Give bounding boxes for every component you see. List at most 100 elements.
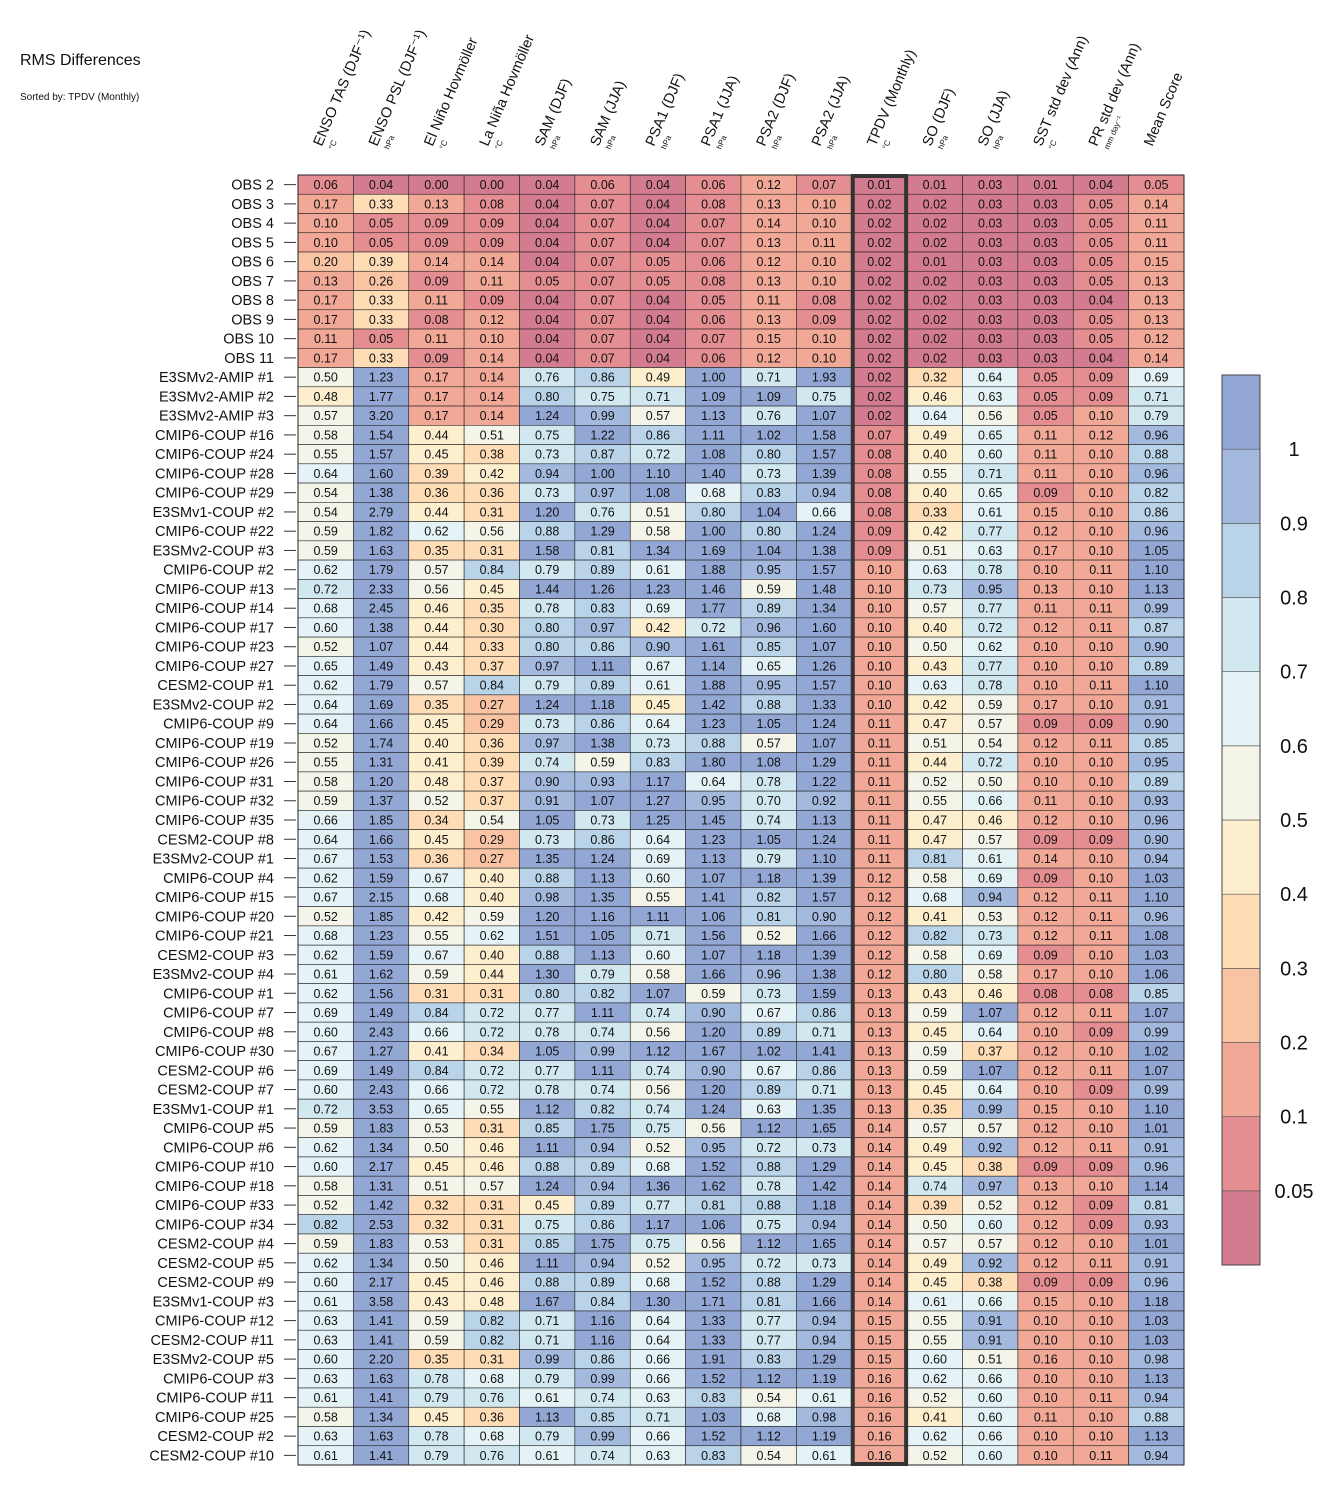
cell-value: 0.09 [1033, 1276, 1057, 1290]
cell-value: 0.66 [424, 1025, 448, 1039]
cell-value: 0.37 [480, 794, 504, 808]
row-label: CMIP6-COUP #33 [155, 1198, 274, 1214]
cell-value: 0.94 [590, 1256, 614, 1270]
cell-value: 0.46 [978, 814, 1002, 828]
cell-value: 0.12 [1033, 1064, 1057, 1078]
cell-value: 0.46 [424, 602, 448, 616]
cell-value: 0.09 [867, 544, 891, 558]
cell-value: 1.49 [369, 1064, 393, 1078]
cell-value: 0.44 [480, 968, 504, 982]
cell-value: 0.86 [812, 1064, 836, 1078]
cell-value: 0.66 [646, 1430, 670, 1444]
colorbar-segment [1221, 745, 1261, 821]
cell-value: 0.12 [1033, 891, 1057, 905]
cell-value: 0.11 [1034, 467, 1057, 481]
cell-value: 0.55 [314, 448, 338, 462]
column-header: PR std dev (Ann)mm day⁻¹ [1086, 41, 1144, 151]
cell-value: 1.23 [701, 833, 725, 847]
cell-value: 0.10 [314, 236, 338, 250]
cell-value: 0.86 [812, 1006, 836, 1020]
cell-value: 0.82 [314, 1218, 338, 1232]
cell-value: 0.88 [535, 948, 559, 962]
cell-value: 0.58 [646, 525, 670, 539]
cell-value: 0.62 [480, 929, 504, 943]
cell-value: 0.10 [1033, 659, 1057, 673]
cell-value: 1.12 [757, 1430, 781, 1444]
cell-value: 0.57 [923, 1122, 947, 1136]
cell-value: 1.19 [812, 1372, 836, 1386]
cell-value: 0.96 [1144, 1276, 1168, 1290]
cell-value: 0.76 [590, 505, 614, 519]
cell-value: 0.10 [1089, 505, 1113, 519]
cell-value: 0.07 [590, 236, 614, 250]
cell-value: 1.57 [812, 563, 836, 577]
cell-value: 1.13 [535, 1410, 559, 1424]
cell-value: 0.35 [424, 544, 448, 558]
cell-value: 0.14 [867, 1218, 891, 1232]
cell-value: 0.13 [757, 274, 781, 288]
cell-value: 0.13 [314, 274, 338, 288]
cell-value: 0.10 [1089, 814, 1113, 828]
cell-value: 0.62 [314, 871, 338, 885]
cell-value: 0.78 [535, 602, 559, 616]
cell-value: 0.73 [590, 814, 614, 828]
cell-value: 1.08 [757, 756, 781, 770]
cell-value: 0.16 [1033, 1353, 1057, 1367]
cell-value: 1.11 [591, 1064, 614, 1078]
cell-value: 1.45 [701, 814, 725, 828]
column-label: ENSO PSL (DJF⁻¹) [366, 27, 429, 148]
cell-value: 0.00 [480, 178, 504, 192]
cell-value: 0.04 [646, 197, 670, 211]
cell-value: 0.40 [424, 736, 448, 750]
cell-value: 0.14 [480, 255, 504, 269]
cell-value: 1.06 [701, 910, 725, 924]
cell-value: 0.73 [535, 833, 559, 847]
cell-value: 0.10 [1089, 968, 1113, 982]
cell-value: 1.10 [1144, 891, 1168, 905]
cell-value: 0.63 [646, 1391, 670, 1405]
cell-value: 0.12 [480, 313, 504, 327]
cell-value: 1.88 [701, 679, 725, 693]
cell-value: 0.77 [978, 525, 1002, 539]
cell-value: 1.16 [590, 1333, 614, 1347]
cell-value: 0.78 [424, 1430, 448, 1444]
cell-value: 0.90 [1144, 717, 1168, 731]
cell-value: 0.59 [424, 1333, 448, 1347]
cell-value: 0.10 [867, 698, 891, 712]
chart-subtitle: Sorted by: TPDV (Monthly) [20, 92, 140, 103]
cell-value: 0.51 [480, 428, 504, 442]
cell-value: 0.66 [646, 1353, 670, 1367]
cell-value: 0.99 [1144, 1083, 1168, 1097]
row-label: OBS 8 [231, 293, 274, 309]
cell-value: 0.88 [535, 1160, 559, 1174]
cell-value: 0.31 [480, 1218, 504, 1232]
cell-value: 0.13 [757, 236, 781, 250]
row-label: CMIP6-COUP #22 [155, 524, 274, 540]
cell-value: 1.12 [757, 1122, 781, 1136]
row-label: CESM2-COUP #9 [157, 1275, 274, 1291]
cell-value: 0.31 [480, 987, 504, 1001]
cell-value: 0.09 [1089, 1025, 1113, 1039]
cell-value: 1.69 [369, 698, 393, 712]
cell-value: 1.03 [701, 1410, 725, 1424]
column-label: SST std dev (Ann) [1031, 34, 1092, 149]
cell-value: 1.34 [646, 544, 670, 558]
cell-value: 0.31 [480, 505, 504, 519]
cell-value: 0.11 [757, 294, 780, 308]
cell-value: 0.59 [314, 525, 338, 539]
column-header: PSA2 (DJF)hPa [754, 71, 799, 151]
cell-value: 0.07 [590, 197, 614, 211]
cell-value: 0.78 [535, 1083, 559, 1097]
cell-value: 0.58 [923, 871, 947, 885]
cell-value: 0.66 [978, 794, 1002, 808]
cell-value: 0.85 [535, 1237, 559, 1251]
cell-value: 1.82 [369, 525, 393, 539]
cell-value: 2.15 [369, 891, 393, 905]
cell-value: 0.61 [812, 1449, 836, 1463]
cell-value: 0.75 [646, 1122, 670, 1136]
cell-value: 1.01 [1144, 1122, 1168, 1136]
cell-value: 1.20 [701, 1025, 725, 1039]
cell-value: 1.12 [757, 1372, 781, 1386]
cell-value: 0.09 [867, 525, 891, 539]
cell-value: 0.02 [867, 332, 891, 346]
